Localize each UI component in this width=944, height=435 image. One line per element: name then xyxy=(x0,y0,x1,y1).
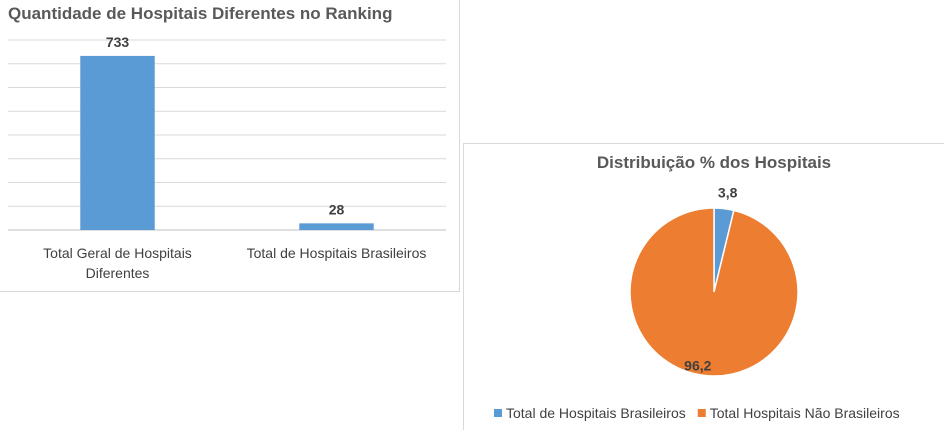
category-label: Total de Hospitais Brasileiros xyxy=(247,245,427,261)
bar-data-label: 733 xyxy=(106,34,130,50)
legend-swatch xyxy=(494,409,502,417)
pie-chart-title: Distribuição % dos Hospitais xyxy=(597,153,831,172)
pie-slice xyxy=(629,207,799,377)
category-label: Diferentes xyxy=(86,265,150,281)
pie-chart-panel: Distribuição % dos Hospitais 3,8 96,2 Tot… xyxy=(463,143,944,430)
bar xyxy=(80,55,155,230)
bar-chart-title: Quantidade de Hospitais Diferentes no Ra… xyxy=(8,4,392,23)
legend-entry: Total de Hospitais Brasileiros xyxy=(506,405,686,421)
pie-chart: Distribuição % dos Hospitais 3,8 96,2 Tot… xyxy=(494,153,900,421)
bar-data-label: 28 xyxy=(329,201,345,217)
legend-swatch xyxy=(697,409,706,417)
pie-data-label: 96,2 xyxy=(684,358,711,374)
category-label: Total Geral de Hospitais xyxy=(43,245,192,261)
bar xyxy=(299,223,374,230)
bar-chart-panel: Quantidade de Hospitais Diferentes no Ra… xyxy=(0,0,460,292)
legend-entry: Total Hospitais Não Brasileiros xyxy=(710,405,900,421)
bar-chart: Quantidade de Hospitais Diferentes no Ra… xyxy=(8,4,446,281)
pie-data-label: 3,8 xyxy=(718,185,738,201)
